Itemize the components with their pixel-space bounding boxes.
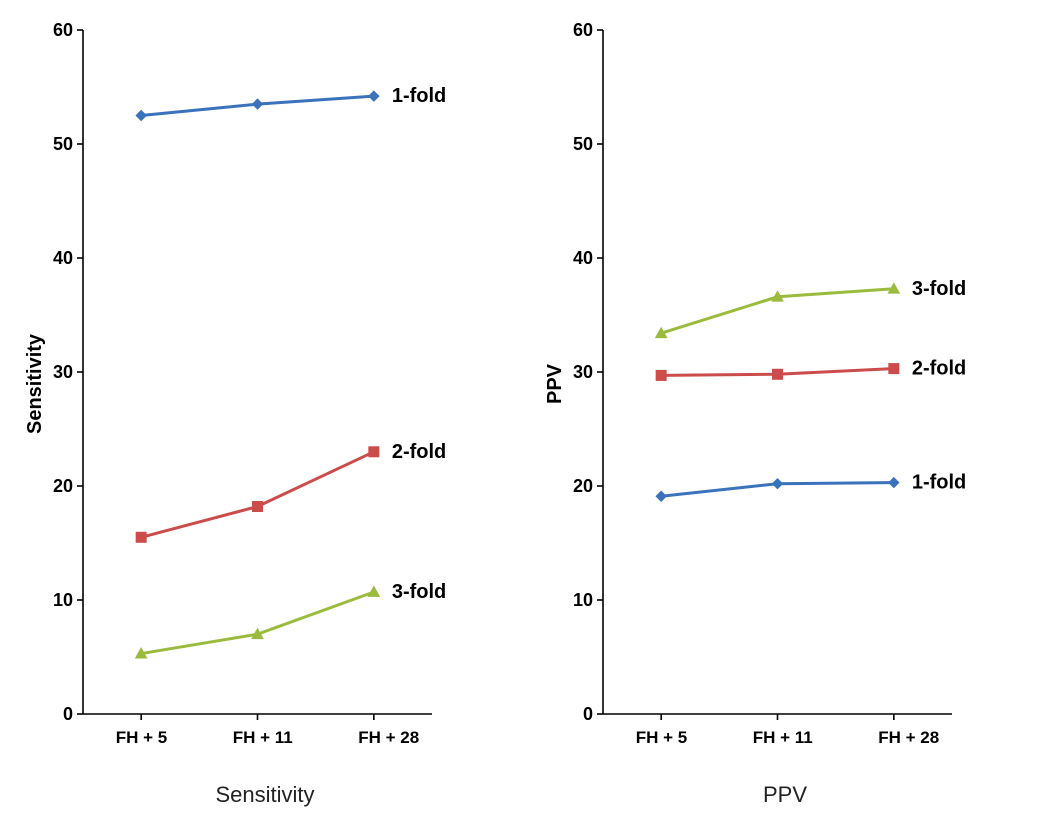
- series-label: 1-fold: [392, 85, 446, 107]
- panel-sensitivity: Sensitivity 0 10 20 30 40 50 60 1-fold 2-fold 3-f…: [20, 20, 510, 808]
- svg-text:60: 60: [573, 20, 593, 40]
- svg-text:0: 0: [63, 704, 73, 722]
- svg-text:10: 10: [53, 590, 73, 610]
- svg-text:50: 50: [53, 134, 73, 154]
- panel-footer-ppv: PPV: [540, 748, 1030, 808]
- panel-ppv: PPV 0 10 20 30 40 50 60 3-fold 2-fold 1-fold FH +…: [540, 20, 1030, 808]
- svg-text:30: 30: [53, 362, 73, 382]
- svg-text:60: 60: [53, 20, 73, 40]
- panel-footer-sensitivity: Sensitivity: [20, 748, 510, 808]
- x-cat-label: FH + 5: [116, 728, 168, 748]
- chart-svg-sensitivity: 0 10 20 30 40 50 60 1-fold 2-fold 3-fold: [47, 20, 510, 722]
- svg-text:30: 30: [573, 362, 593, 382]
- svg-text:0: 0: [583, 704, 593, 722]
- chart-container: Sensitivity 0 10 20 30 40 50 60 1-fold 2-fold 3-f…: [0, 0, 1050, 828]
- y-axis-label-ppv: PPV: [540, 20, 567, 748]
- svg-text:20: 20: [53, 476, 73, 496]
- series-label: 3-fold: [392, 581, 446, 603]
- series-label: 3-fold: [912, 278, 966, 300]
- chart-wrapper-ppv: PPV 0 10 20 30 40 50 60 3-fold 2-fold 1-fold FH +…: [540, 20, 1030, 748]
- series-label: 1-fold: [912, 472, 966, 494]
- svg-holder-sensitivity: 0 10 20 30 40 50 60 1-fold 2-fold 3-fold: [47, 20, 510, 722]
- y-axis-label-sensitivity: Sensitivity: [20, 20, 47, 748]
- svg-text:50: 50: [573, 134, 593, 154]
- svg-text:10: 10: [573, 590, 593, 610]
- x-categories-sensitivity: FH + 5 FH + 11 FH + 28: [47, 722, 510, 748]
- x-cat-label: FH + 28: [878, 728, 939, 748]
- plot-area-sensitivity: 0 10 20 30 40 50 60 1-fold 2-fold 3-fold FH + 5 F…: [47, 20, 510, 748]
- chart-svg-ppv: 0 10 20 30 40 50 60 3-fold 2-fold 1-fold: [567, 20, 1030, 722]
- x-cat-label: FH + 11: [753, 728, 813, 748]
- chart-wrapper-sensitivity: Sensitivity 0 10 20 30 40 50 60 1-fold 2-fold 3-f…: [20, 20, 510, 748]
- x-cat-label: FH + 11: [233, 728, 293, 748]
- svg-holder-ppv: 0 10 20 30 40 50 60 3-fold 2-fold 1-fold: [567, 20, 1030, 722]
- x-categories-ppv: FH + 5 FH + 11 FH + 28: [567, 722, 1030, 748]
- series-label: 2-fold: [392, 441, 446, 463]
- plot-area-ppv: 0 10 20 30 40 50 60 3-fold 2-fold 1-fold FH + 5 F…: [567, 20, 1030, 748]
- x-cat-label: FH + 5: [636, 728, 688, 748]
- svg-text:40: 40: [53, 248, 73, 268]
- svg-text:40: 40: [573, 248, 593, 268]
- svg-text:20: 20: [573, 476, 593, 496]
- x-cat-label: FH + 28: [358, 728, 419, 748]
- series-label: 2-fold: [912, 358, 966, 380]
